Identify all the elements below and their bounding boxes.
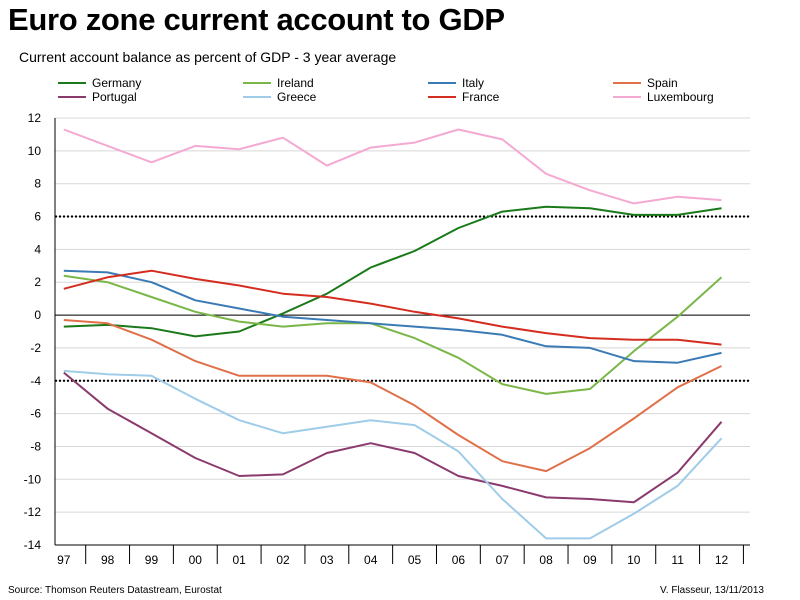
legend-item-greece: Greece: [243, 90, 316, 104]
legend-label: Portugal: [92, 90, 137, 104]
x-tick-label: 11: [671, 553, 684, 567]
y-tick-label: -10: [24, 472, 42, 486]
legend-swatch: [243, 82, 271, 84]
legend-item-ireland: Ireland: [243, 76, 314, 90]
legend-item-portugal: Portugal: [58, 90, 137, 104]
legend-item-italy: Italy: [428, 76, 484, 90]
x-tick-label: 01: [232, 553, 246, 567]
series-line-spain: [63, 319, 722, 473]
y-tick-label: 0: [34, 308, 41, 322]
x-tick-label: 03: [320, 553, 334, 567]
y-tick-label: 4: [34, 242, 41, 256]
legend-swatch: [58, 82, 86, 84]
legend-item-germany: Germany: [58, 76, 141, 90]
y-tick-label: -12: [24, 505, 42, 519]
y-tick-label: -2: [30, 341, 41, 355]
source-note: Source: Thomson Reuters Datastream, Euro…: [8, 585, 222, 596]
author-credit: V. Flasseur, 13/11/2013: [660, 585, 764, 596]
y-tick-label: -6: [30, 407, 41, 421]
chart-subtitle: Current account balance as percent of GD…: [19, 49, 397, 65]
y-tick-label: 8: [34, 177, 41, 191]
series-line-luxembourg: [63, 128, 722, 205]
y-tick-label: 6: [34, 210, 41, 224]
legend-swatch: [613, 96, 641, 98]
series-line-france: [63, 269, 722, 346]
y-tick-label: -8: [30, 439, 41, 453]
legend-swatch: [428, 96, 456, 98]
x-tick-label: 10: [627, 553, 641, 567]
x-tick-label: 07: [496, 553, 510, 567]
x-tick-label: 02: [276, 553, 290, 567]
legend-swatch: [243, 96, 271, 98]
legend-label: Italy: [462, 76, 485, 90]
y-tick-label: -14: [24, 538, 42, 552]
legend-label: Spain: [647, 76, 678, 90]
legend-label: Luxembourg: [647, 90, 714, 104]
x-tick-label: 08: [539, 553, 553, 567]
legend-label: Ireland: [277, 76, 314, 90]
series-line-ireland: [63, 274, 723, 395]
series-line-italy: [63, 269, 722, 364]
y-tick-label: -4: [30, 374, 41, 388]
x-tick-label: 99: [145, 553, 159, 567]
legend-swatch: [58, 96, 86, 98]
y-tick-label: 12: [28, 111, 42, 125]
legend: Germany Ireland Italy Spain Portugal Greece Fr…: [58, 76, 778, 106]
series-line-germany: [63, 205, 722, 338]
chart-title: Euro zone current account to GDP: [8, 2, 505, 37]
legend-label: France: [462, 90, 500, 104]
x-tick-label: 00: [189, 553, 203, 567]
legend-item-france: France: [428, 90, 499, 104]
x-tick-label: 09: [583, 553, 597, 567]
y-tick-label: 10: [28, 144, 42, 158]
legend-item-spain: Spain: [613, 76, 678, 90]
x-tick-label: 12: [715, 553, 729, 567]
x-tick-label: 04: [364, 553, 378, 567]
series-line-portugal: [63, 371, 723, 504]
legend-swatch: [613, 82, 641, 84]
x-tick-label: 97: [57, 553, 71, 567]
series-line-greece: [63, 369, 723, 540]
legend-item-luxembourg: Luxembourg: [613, 90, 714, 104]
legend-label: Germany: [92, 76, 142, 90]
x-tick-label: 05: [408, 553, 422, 567]
x-tick-label: 06: [452, 553, 466, 567]
legend-swatch: [428, 82, 456, 84]
x-tick-label: 98: [101, 553, 115, 567]
y-tick-label: 2: [34, 275, 41, 289]
legend-label: Greece: [277, 90, 317, 104]
